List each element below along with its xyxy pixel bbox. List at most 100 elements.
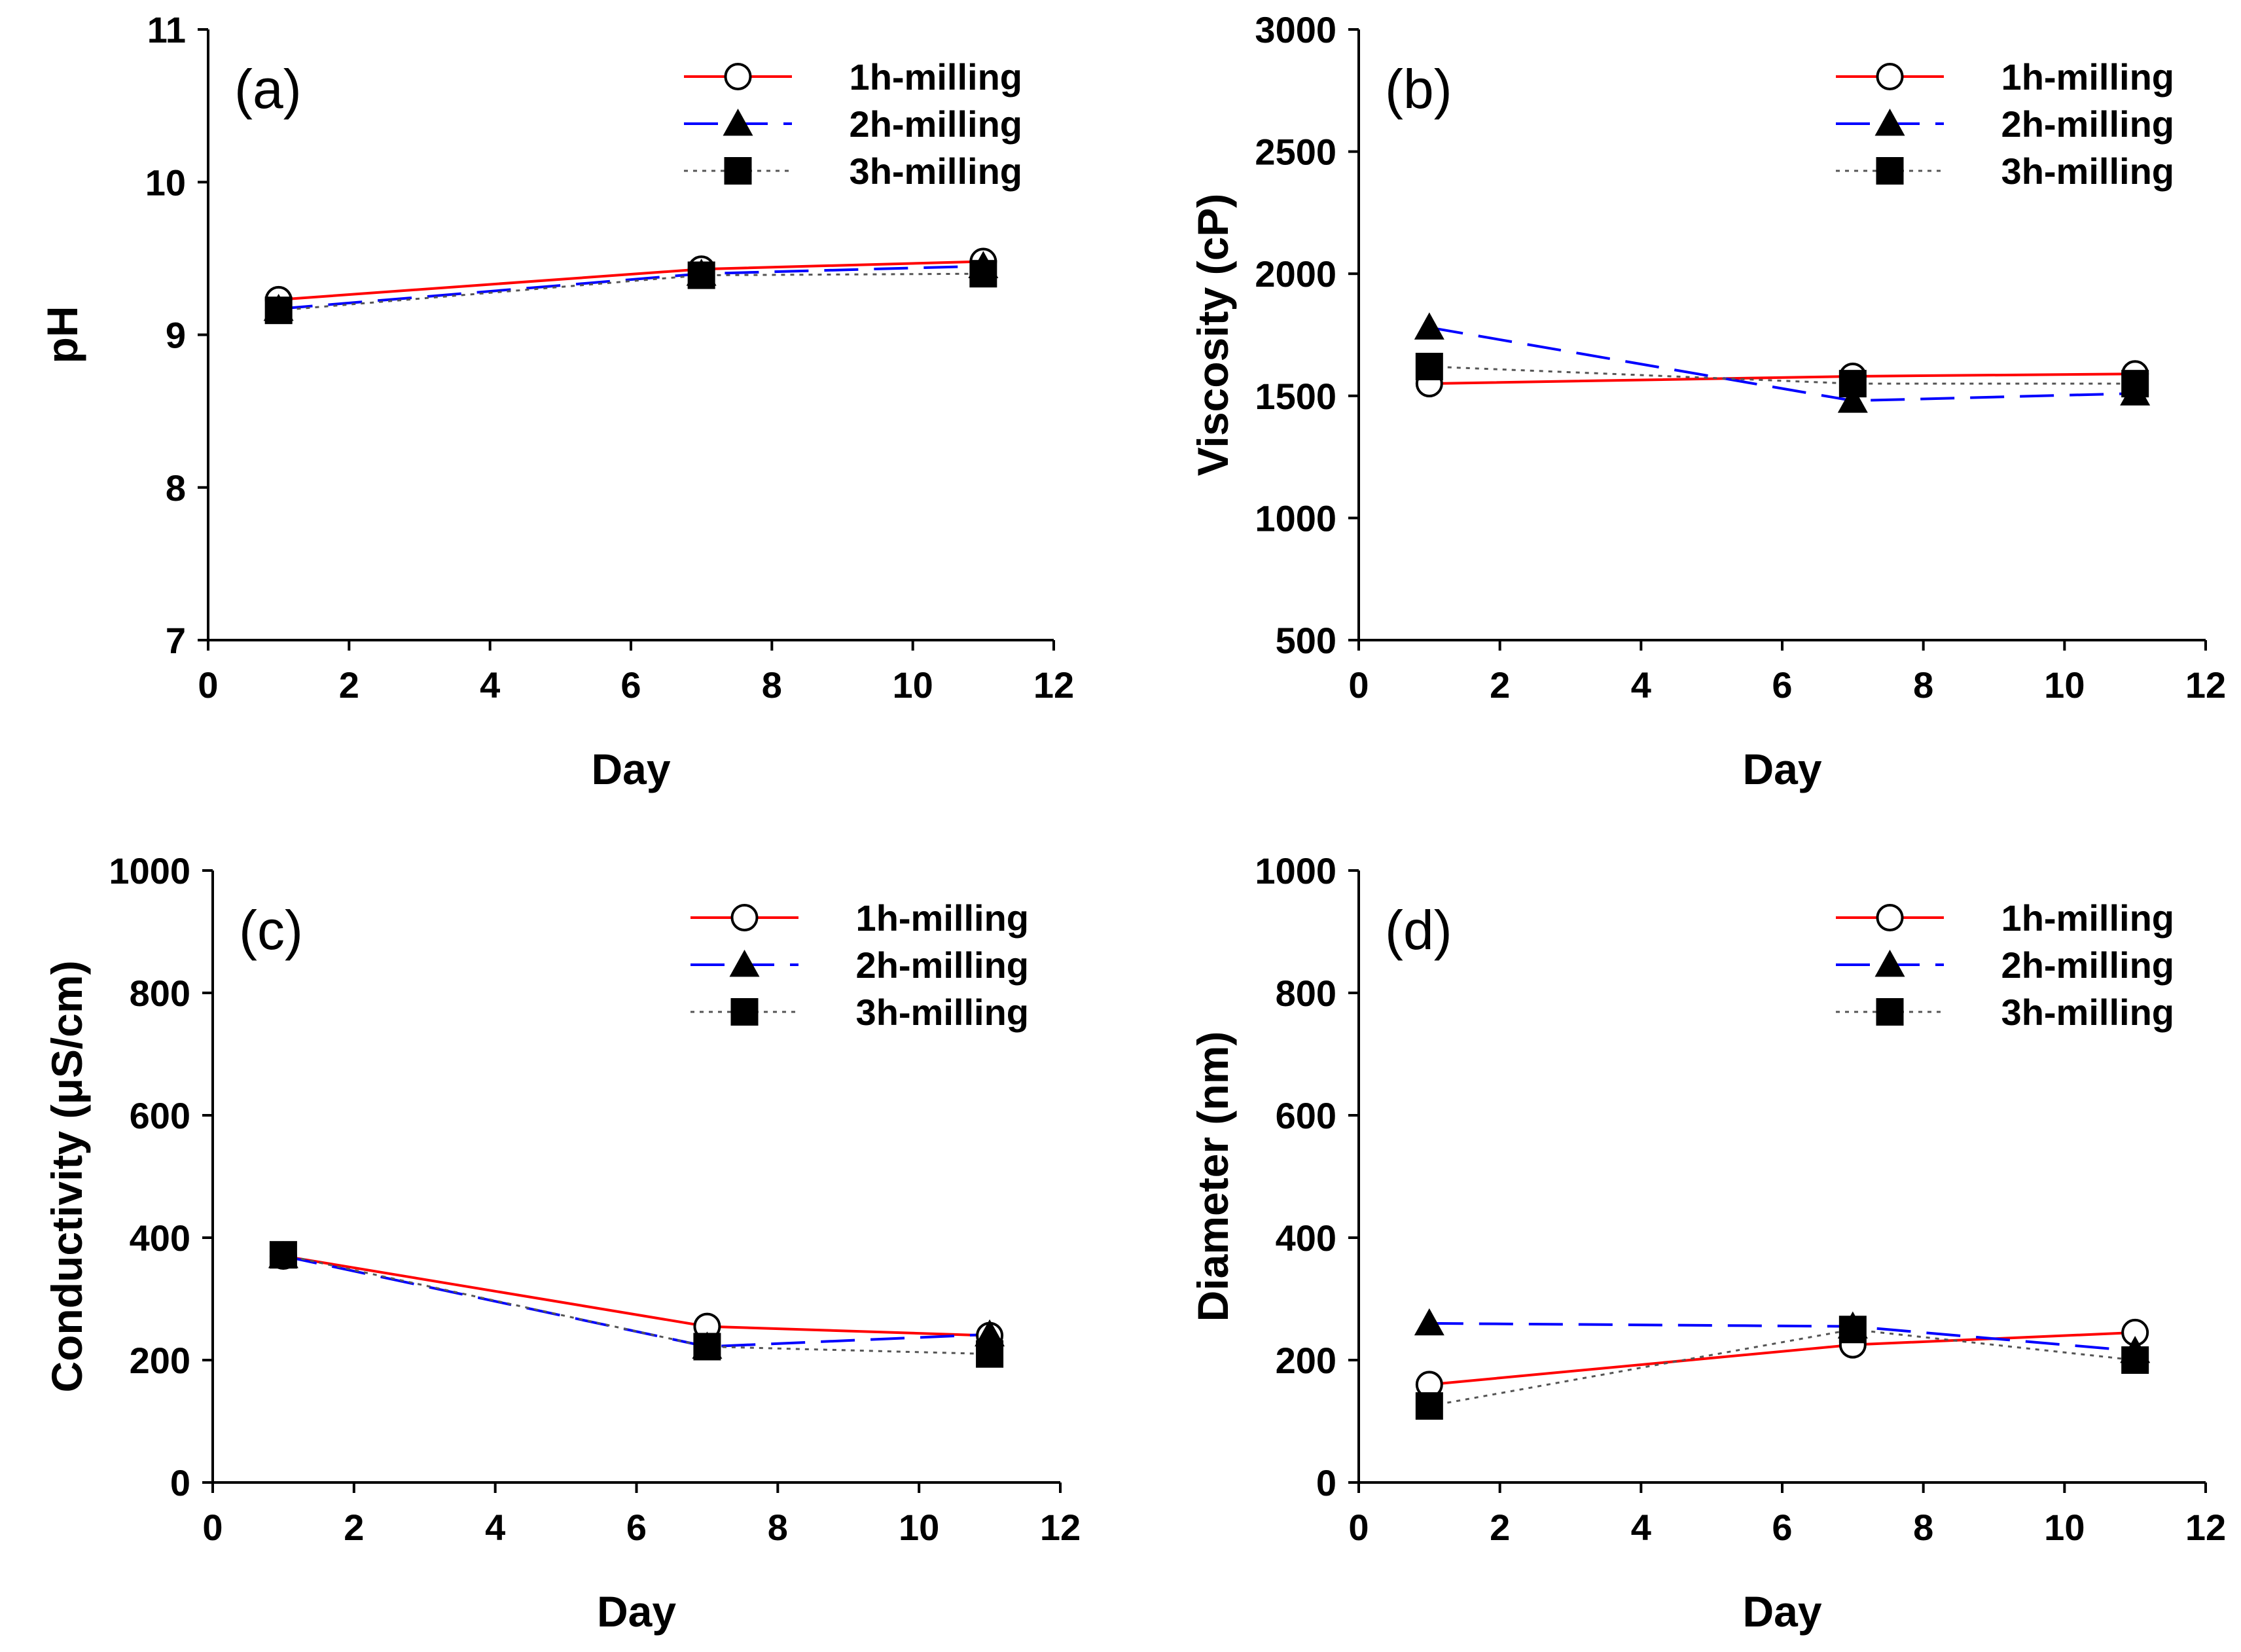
- data-point-3: [1415, 353, 1443, 381]
- y-tick-label: 8: [166, 467, 186, 509]
- x-tick-label: 2: [1490, 664, 1510, 706]
- legend-marker-2: [1874, 950, 1905, 977]
- y-tick-label: 400: [1276, 1217, 1336, 1259]
- y-tick-label: 800: [130, 973, 190, 1014]
- y-tick-label: 1500: [1255, 376, 1336, 417]
- y-tick-label: 1000: [109, 850, 190, 891]
- series-line-2: [1429, 326, 2136, 403]
- legend-label-1: 1h-milling: [856, 897, 1029, 939]
- x-tick-label: 8: [1913, 664, 1933, 706]
- y-axis-title: Viscosity (cP): [1189, 194, 1237, 476]
- x-tick-label: 4: [480, 664, 500, 706]
- y-tick-label: 400: [130, 1217, 190, 1259]
- x-tick-label: 8: [762, 664, 782, 706]
- x-axis-title: Day: [1742, 745, 1821, 793]
- data-point-2: [1414, 312, 1444, 340]
- legend-label-2: 2h-milling: [2001, 103, 2174, 145]
- legend-label-2: 2h-milling: [850, 103, 1022, 145]
- data-point-3: [1838, 1316, 1867, 1344]
- y-tick-label: 10: [145, 162, 186, 203]
- legend-label-3: 3h-milling: [2001, 992, 2174, 1033]
- data-point-3: [687, 261, 715, 289]
- series-line-1: [1429, 372, 2136, 386]
- y-axis-title: Diameter (nm): [1189, 1032, 1237, 1322]
- data-point-3: [2121, 1346, 2149, 1374]
- x-tick-label: 0: [1348, 664, 1369, 706]
- panel-label: (b): [1385, 58, 1452, 120]
- x-tick-label: 4: [1631, 1507, 1651, 1548]
- legend-label-3: 3h-milling: [850, 151, 1022, 192]
- x-tick-label: 6: [620, 664, 641, 706]
- chart-panel-2: 0 2 4 6 8 10 12 500 1000 1500 2000 2500 3000 Day Visco…: [1189, 9, 2226, 793]
- legend-marker-3: [730, 998, 759, 1026]
- x-tick-label: 12: [2185, 1507, 2226, 1548]
- x-tick-label: 0: [198, 664, 218, 706]
- y-tick-label: 500: [1276, 620, 1336, 661]
- legend-marker-1: [1876, 63, 1904, 90]
- legend-marker-1: [730, 904, 759, 931]
- y-axis-title: pH: [38, 306, 86, 364]
- x-axis-title: Day: [1742, 1587, 1821, 1636]
- panel-label: (c): [239, 899, 303, 961]
- x-tick-label: 0: [202, 1507, 223, 1548]
- y-tick-label: 9: [166, 315, 186, 356]
- x-tick-label: 2: [339, 664, 359, 706]
- x-tick-label: 2: [1490, 1507, 1510, 1548]
- data-point-2: [1414, 1308, 1444, 1336]
- x-tick-label: 12: [1033, 664, 1074, 706]
- legend-marker-3: [1876, 157, 1904, 185]
- legend-label-2: 2h-milling: [2001, 944, 2174, 986]
- x-tick-label: 6: [1772, 1507, 1792, 1548]
- data-point-3: [969, 260, 997, 288]
- x-tick-label: 8: [1913, 1507, 1933, 1548]
- series-line-2: [278, 264, 984, 310]
- x-tick-label: 4: [485, 1507, 505, 1548]
- legend-marker-1: [724, 63, 752, 90]
- legend-label-2: 2h-milling: [856, 944, 1029, 986]
- y-tick-label: 800: [1276, 973, 1336, 1014]
- x-tick-label: 12: [1040, 1507, 1081, 1548]
- legend-marker-3: [724, 157, 752, 185]
- y-tick-label: 7: [166, 620, 186, 661]
- panel-label: (d): [1385, 899, 1452, 961]
- y-tick-label: 0: [170, 1462, 190, 1503]
- panel-label: (a): [234, 58, 302, 120]
- x-axis-title: Day: [591, 745, 670, 793]
- x-tick-label: 10: [2044, 664, 2085, 706]
- x-tick-label: 2: [344, 1507, 364, 1548]
- legend-marker-3: [1876, 998, 1904, 1026]
- data-point-3: [976, 1340, 1004, 1368]
- y-tick-label: 3000: [1255, 9, 1336, 50]
- chart-panel-3: 0 2 4 6 8 10 12 0 200 400 600 800 1000 Day Conductivit…: [43, 850, 1081, 1636]
- y-tick-label: 1000: [1255, 850, 1336, 891]
- x-tick-label: 6: [1772, 664, 1792, 706]
- x-tick-label: 4: [1631, 664, 1651, 706]
- data-point-3: [693, 1333, 721, 1361]
- y-tick-label: 11: [147, 9, 186, 50]
- data-point-3: [1415, 1392, 1443, 1420]
- legend-label-1: 1h-milling: [2001, 56, 2174, 98]
- y-axis-title: Conductivity (μS/cm): [43, 960, 91, 1392]
- series-line-2: [283, 1255, 990, 1348]
- y-tick-label: 200: [130, 1340, 190, 1381]
- data-point-2: [1837, 386, 1868, 413]
- data-point-2: [975, 1319, 1005, 1347]
- y-tick-label: 1000: [1255, 497, 1336, 539]
- y-tick-label: 200: [1276, 1340, 1336, 1381]
- y-tick-label: 0: [1316, 1462, 1336, 1503]
- legend-label-1: 1h-milling: [850, 56, 1022, 98]
- chart-panel-1: 0 2 4 6 8 10 12 7 8 9 10 11 Day pH (a) 1h-milling 2h-mil…: [38, 9, 1074, 793]
- data-point-3: [1838, 370, 1867, 398]
- data-point-3: [264, 296, 293, 325]
- legend-marker-2: [729, 950, 760, 977]
- y-tick-label: 2500: [1255, 132, 1336, 173]
- chart-panel-4: 0 2 4 6 8 10 12 0 200 400 600 800 1000 Day Diameter (n…: [1189, 850, 2226, 1636]
- data-point-3: [269, 1241, 297, 1269]
- legend-marker-1: [1876, 904, 1904, 931]
- x-tick-label: 8: [768, 1507, 788, 1548]
- legend-marker-2: [723, 109, 753, 136]
- y-tick-label: 600: [1276, 1095, 1336, 1136]
- legend-label-3: 3h-milling: [2001, 151, 2174, 192]
- legend-label-3: 3h-milling: [856, 992, 1029, 1033]
